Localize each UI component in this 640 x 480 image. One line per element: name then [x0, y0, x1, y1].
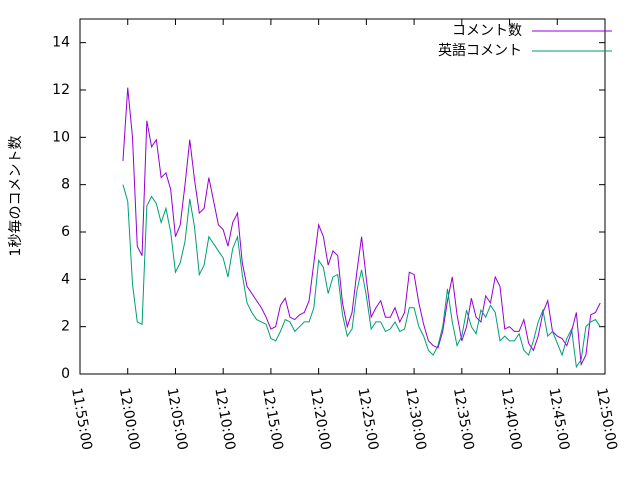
- y-tick-label: 0: [61, 366, 70, 382]
- plot-frame: [79, 18, 606, 375]
- y-tick-label: 10: [52, 129, 70, 145]
- series-line: [122, 87, 601, 367]
- y-tick-label: 2: [61, 319, 70, 335]
- y-tick-label: 4: [61, 271, 70, 287]
- legend-label: 英語コメント: [438, 42, 522, 59]
- y-tick-label: 12: [52, 82, 70, 98]
- series-line: [122, 184, 601, 369]
- y-tick-label: 8: [61, 177, 70, 193]
- y-tick-label: 6: [61, 224, 70, 240]
- y-tick-label: 14: [52, 35, 70, 51]
- legend-label: コメント数: [452, 23, 522, 39]
- y-axis-label: 1秒毎のコメント数: [8, 136, 24, 257]
